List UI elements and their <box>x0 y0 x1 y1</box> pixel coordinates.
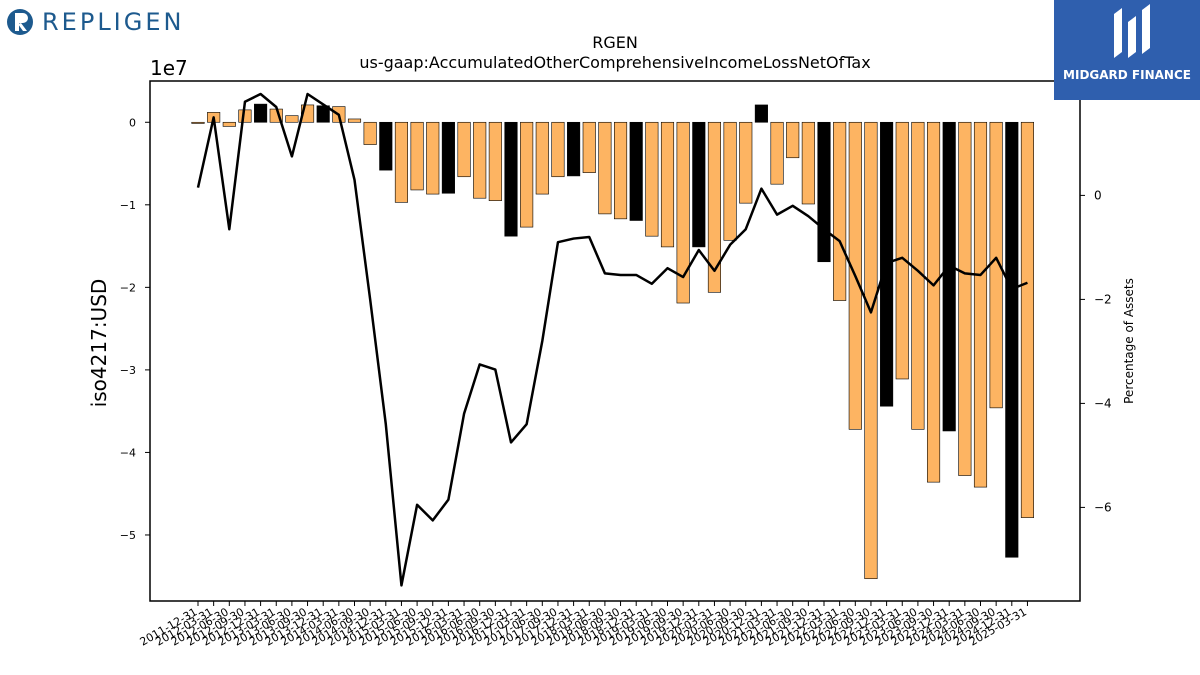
plot-frame <box>149 80 1081 602</box>
bar <box>426 121 440 195</box>
bar <box>817 121 831 263</box>
bar <box>551 121 565 178</box>
bar <box>739 121 753 204</box>
bar <box>347 118 362 123</box>
bar <box>613 121 628 220</box>
bar <box>504 121 518 237</box>
bar <box>629 121 643 221</box>
bar <box>520 121 534 228</box>
y-multiplier-label: 1e7 <box>150 56 188 80</box>
bar <box>441 121 455 194</box>
y-tick-label: 0 <box>129 116 136 129</box>
bar <box>926 121 941 483</box>
y2-tick-label: 0 <box>1094 188 1102 202</box>
x-axis-ticks: 2011-12-312012-03-312012-06-302012-09-30… <box>138 601 1029 649</box>
y2-axis-label: Percentage of Assets <box>1122 278 1136 404</box>
bar <box>786 121 800 159</box>
bar <box>222 121 236 127</box>
bar <box>707 121 722 293</box>
bar <box>285 115 299 123</box>
repligen-logo-text: REPLIGEN <box>42 8 185 36</box>
bar <box>535 121 549 195</box>
bar <box>645 121 659 237</box>
midgard-logo-text: MIDGARD FINANCE <box>1063 68 1191 82</box>
line-series-layer <box>196 92 1028 587</box>
y-tick-label: −4 <box>120 446 136 459</box>
bar <box>833 121 847 301</box>
y2-tick-label: −6 <box>1094 500 1112 514</box>
y-tick-label: −1 <box>120 199 136 212</box>
bar <box>582 121 596 173</box>
y2-tick-label: −4 <box>1094 396 1112 410</box>
bar <box>864 121 878 580</box>
bar <box>410 121 424 191</box>
y-tick-label: −5 <box>120 529 136 542</box>
bar <box>973 121 988 488</box>
bar <box>457 121 471 178</box>
y-tick-label: −2 <box>120 281 136 294</box>
midgard-finance-logo: MIDGARD FINANCE <box>1054 0 1200 100</box>
bar-series <box>191 103 1035 580</box>
bar <box>191 121 205 124</box>
bar <box>895 121 909 380</box>
bar <box>676 121 690 304</box>
bar <box>958 121 972 476</box>
chart-title: RGEN <box>592 33 638 52</box>
bar <box>254 103 268 123</box>
y-tick-label: −3 <box>120 364 136 377</box>
bar <box>488 121 502 201</box>
bar <box>473 121 487 199</box>
percentage-line <box>196 92 1028 587</box>
bar <box>801 121 815 205</box>
bar <box>394 121 409 203</box>
left-axis-ticks: 0 −1 −2 −3 −4 −5 <box>120 116 150 542</box>
y-axis-label: iso4217:USD <box>87 279 111 408</box>
bar <box>770 121 784 185</box>
bar <box>598 121 612 215</box>
midgard-mark-icon <box>1114 4 1150 58</box>
repligen-mark-icon <box>7 9 33 35</box>
bar <box>1005 121 1019 558</box>
bar <box>660 121 675 248</box>
bar <box>754 104 768 123</box>
bar <box>363 121 377 145</box>
bar <box>723 121 737 241</box>
right-axis-ticks: 20−2−4−6 <box>1080 84 1112 514</box>
y2-tick-label: −2 <box>1094 292 1112 306</box>
repligen-logo: REPLIGEN <box>6 4 184 40</box>
bar <box>942 121 956 432</box>
bar <box>1020 121 1035 518</box>
chart-subtitle: us-gaap:AccumulatedOtherComprehensiveInc… <box>359 53 870 72</box>
bar <box>567 121 581 177</box>
bar <box>379 121 393 171</box>
bar <box>692 121 706 248</box>
